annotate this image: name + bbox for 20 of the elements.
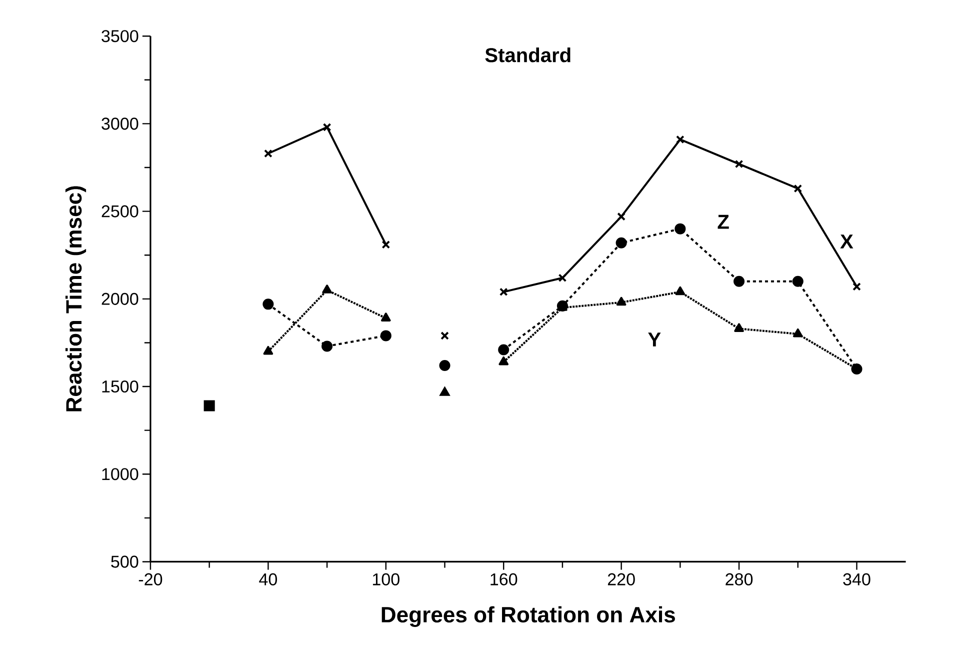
x-tick-label: 280 <box>726 573 753 586</box>
y-tick-label: 1000 <box>102 468 138 480</box>
x-tick-label: -20 <box>138 573 162 586</box>
chart-title: Standard <box>485 48 570 62</box>
y-axis-title: Reaction Time (msec) <box>65 186 86 412</box>
x-tick-label: 100 <box>372 573 400 586</box>
x-axis-title: Degrees of Rotation on Axis <box>382 606 675 627</box>
x-tick-label: 160 <box>490 573 518 586</box>
x-tick-label: 40 <box>259 573 277 586</box>
y-tick-label: 3500 <box>102 30 138 42</box>
y-tick-label: 3000 <box>102 118 138 130</box>
series-label: X <box>840 234 854 248</box>
y-tick-label: 2000 <box>102 292 138 305</box>
series-label: Z <box>718 214 729 229</box>
series-label: Y <box>648 332 661 346</box>
y-tick-label: 2500 <box>102 205 138 218</box>
x-tick-label: 220 <box>608 573 635 586</box>
y-tick-label: 500 <box>111 556 138 568</box>
x-tick-label: 340 <box>843 573 870 586</box>
y-tick-label: 1500 <box>102 380 138 393</box>
